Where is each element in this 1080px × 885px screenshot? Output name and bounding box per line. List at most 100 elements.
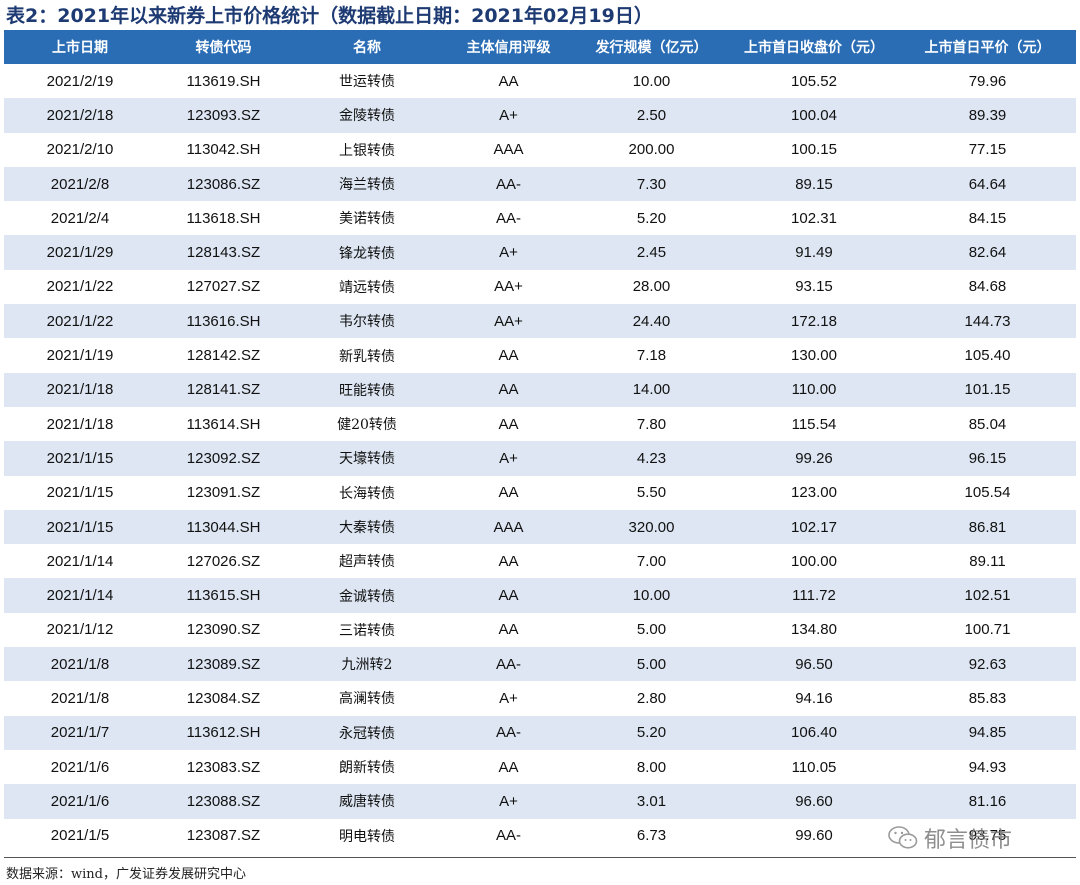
cell-bond-code: 113619.SH — [156, 64, 291, 99]
cell-bond-name: 旺能转债 — [291, 372, 443, 407]
table-row: 2021/2/4 113618.SH 美诺转债 AA- 5.20 102.31 84.15 — [4, 201, 1076, 236]
cell-bond-code: 113615.SH — [156, 578, 291, 613]
table-row: 2021/1/18 128141.SZ 旺能转债 AA 14.00 110.00 101.1… — [4, 372, 1076, 407]
cell-bond-name: 高澜转债 — [291, 681, 443, 716]
cell-issue-size: 3.01 — [574, 784, 729, 819]
cell-bond-name: 海兰转债 — [291, 166, 443, 202]
cell-bond-code: 113616.SH — [156, 304, 291, 339]
cell-bond-code: 123089.SZ — [156, 647, 291, 682]
cell-credit-rating: AA — [443, 372, 574, 407]
cell-first-day-close: 96.60 — [729, 784, 899, 819]
cell-first-day-parity: 81.16 — [899, 784, 1076, 819]
cell-first-day-parity: 105.54 — [899, 475, 1076, 510]
cell-list-date: 2021/1/12 — [4, 612, 156, 648]
table-title: 表2：2021年以来新券上市价格统计（数据截止日期：2021年02月19日） — [6, 5, 653, 27]
cell-issue-size: 24.40 — [574, 304, 729, 339]
cell-credit-rating: AA — [443, 612, 574, 648]
cell-bond-code: 123087.SZ — [156, 818, 291, 853]
cell-credit-rating: AA — [443, 578, 574, 613]
cell-bond-name: 健20转债 — [291, 406, 443, 442]
cell-bond-code: 127027.SZ — [156, 269, 291, 305]
header-credit-rating: 主体信用评级 — [443, 30, 574, 64]
cell-issue-size: 7.00 — [574, 544, 729, 579]
cell-bond-name: 长海转债 — [291, 475, 443, 510]
cell-credit-rating: AA — [443, 338, 574, 373]
cell-issue-size: 8.00 — [574, 749, 729, 785]
header-first-day-parity: 上市首日平价（元） — [899, 30, 1076, 64]
cell-list-date: 2021/2/8 — [4, 166, 156, 202]
cell-credit-rating: AA+ — [443, 304, 574, 339]
cell-bond-code: 123083.SZ — [156, 749, 291, 785]
cell-first-day-parity: 101.15 — [899, 372, 1076, 407]
table-row: 2021/1/6 123083.SZ 朗新转债 AA 8.00 110.05 94.93 — [4, 749, 1076, 785]
cell-bond-code: 123092.SZ — [156, 441, 291, 476]
cell-list-date: 2021/1/8 — [4, 647, 156, 682]
cell-credit-rating: A+ — [443, 235, 574, 270]
cell-list-date: 2021/1/6 — [4, 749, 156, 785]
cell-list-date: 2021/1/15 — [4, 475, 156, 510]
cell-list-date: 2021/1/15 — [4, 441, 156, 476]
cell-bond-name: 三诺转债 — [291, 612, 443, 648]
table-row: 2021/1/5 123087.SZ 明电转债 AA- 6.73 99.60 93.75 — [4, 818, 1076, 853]
cell-credit-rating: AA- — [443, 201, 574, 236]
cell-bond-name: 大秦转债 — [291, 509, 443, 545]
table-row: 2021/1/22 127027.SZ 靖远转债 AA+ 28.00 93.15 84.68 — [4, 269, 1076, 305]
cell-issue-size: 5.50 — [574, 475, 729, 510]
cell-first-day-parity: 92.63 — [899, 647, 1076, 682]
cell-bond-code: 127026.SZ — [156, 544, 291, 579]
cell-first-day-close: 105.52 — [729, 64, 899, 99]
table-row: 2021/2/10 113042.SH 上银转债 AAA 200.00 100.15 77.… — [4, 132, 1076, 167]
cell-bond-code: 123086.SZ — [156, 166, 291, 202]
table-row: 2021/2/8 123086.SZ 海兰转债 AA- 7.30 89.15 64.64 — [4, 166, 1076, 202]
cell-bond-name: 永冠转债 — [291, 715, 443, 750]
cell-credit-rating: AA — [443, 406, 574, 442]
cell-first-day-close: 110.00 — [729, 372, 899, 407]
cell-first-day-close: 91.49 — [729, 235, 899, 270]
table-row: 2021/2/18 123093.SZ 金陵转债 A+ 2.50 100.04 89.39 — [4, 98, 1076, 133]
cell-bond-code: 113044.SH — [156, 509, 291, 545]
cell-bond-name: 上银转债 — [291, 132, 443, 167]
cell-first-day-parity: 77.15 — [899, 132, 1076, 167]
cell-first-day-parity: 86.81 — [899, 509, 1076, 545]
cell-first-day-close: 94.16 — [729, 681, 899, 716]
cell-list-date: 2021/1/18 — [4, 372, 156, 407]
cell-bond-code: 123091.SZ — [156, 475, 291, 510]
cell-list-date: 2021/1/29 — [4, 235, 156, 270]
table-row: 2021/2/19 113619.SH 世运转债 AA 10.00 105.52 79.96 — [4, 64, 1076, 99]
cell-credit-rating: AA — [443, 475, 574, 510]
cell-first-day-close: 134.80 — [729, 612, 899, 648]
cell-list-date: 2021/1/14 — [4, 544, 156, 579]
cell-bond-code: 113614.SH — [156, 406, 291, 442]
table-row: 2021/1/7 113612.SH 永冠转债 AA- 5.20 106.40 94.85 — [4, 715, 1076, 750]
cell-bond-name: 明电转债 — [291, 818, 443, 853]
cell-bond-name: 靖远转债 — [291, 269, 443, 305]
cell-first-day-parity: 84.15 — [899, 201, 1076, 236]
cell-list-date: 2021/1/5 — [4, 818, 156, 853]
cell-first-day-parity: 89.11 — [899, 544, 1076, 579]
cell-list-date: 2021/1/6 — [4, 784, 156, 819]
cell-list-date: 2021/2/18 — [4, 98, 156, 133]
cell-bond-name: 锋龙转债 — [291, 235, 443, 270]
cell-first-day-parity: 100.71 — [899, 612, 1076, 648]
cell-bond-name: 九洲转2 — [291, 647, 443, 682]
cell-list-date: 2021/1/19 — [4, 338, 156, 373]
cell-first-day-close: 102.17 — [729, 509, 899, 545]
cell-issue-size: 200.00 — [574, 132, 729, 167]
cell-first-day-close: 110.05 — [729, 749, 899, 785]
cell-credit-rating: A+ — [443, 441, 574, 476]
cell-credit-rating: AA — [443, 64, 574, 99]
cell-list-date: 2021/1/18 — [4, 406, 156, 442]
cell-credit-rating: AA- — [443, 647, 574, 682]
table-row: 2021/1/15 123092.SZ 天壕转债 A+ 4.23 99.26 96.15 — [4, 441, 1076, 476]
cell-first-day-close: 100.04 — [729, 98, 899, 133]
table-row: 2021/1/18 113614.SH 健20转债 AA 7.80 115.54 85.04 — [4, 406, 1076, 442]
cell-first-day-parity: 96.15 — [899, 441, 1076, 476]
header-bond-name: 名称 — [291, 30, 443, 64]
cell-list-date: 2021/2/19 — [4, 64, 156, 99]
table-row: 2021/1/8 123084.SZ 高澜转债 A+ 2.80 94.16 85.83 — [4, 681, 1076, 716]
cell-credit-rating: AA- — [443, 818, 574, 853]
cell-credit-rating: AA+ — [443, 269, 574, 305]
cell-issue-size: 5.00 — [574, 647, 729, 682]
cell-first-day-close: 100.15 — [729, 132, 899, 167]
table-row: 2021/1/6 123088.SZ 威唐转债 A+ 3.01 96.60 81.16 — [4, 784, 1076, 819]
